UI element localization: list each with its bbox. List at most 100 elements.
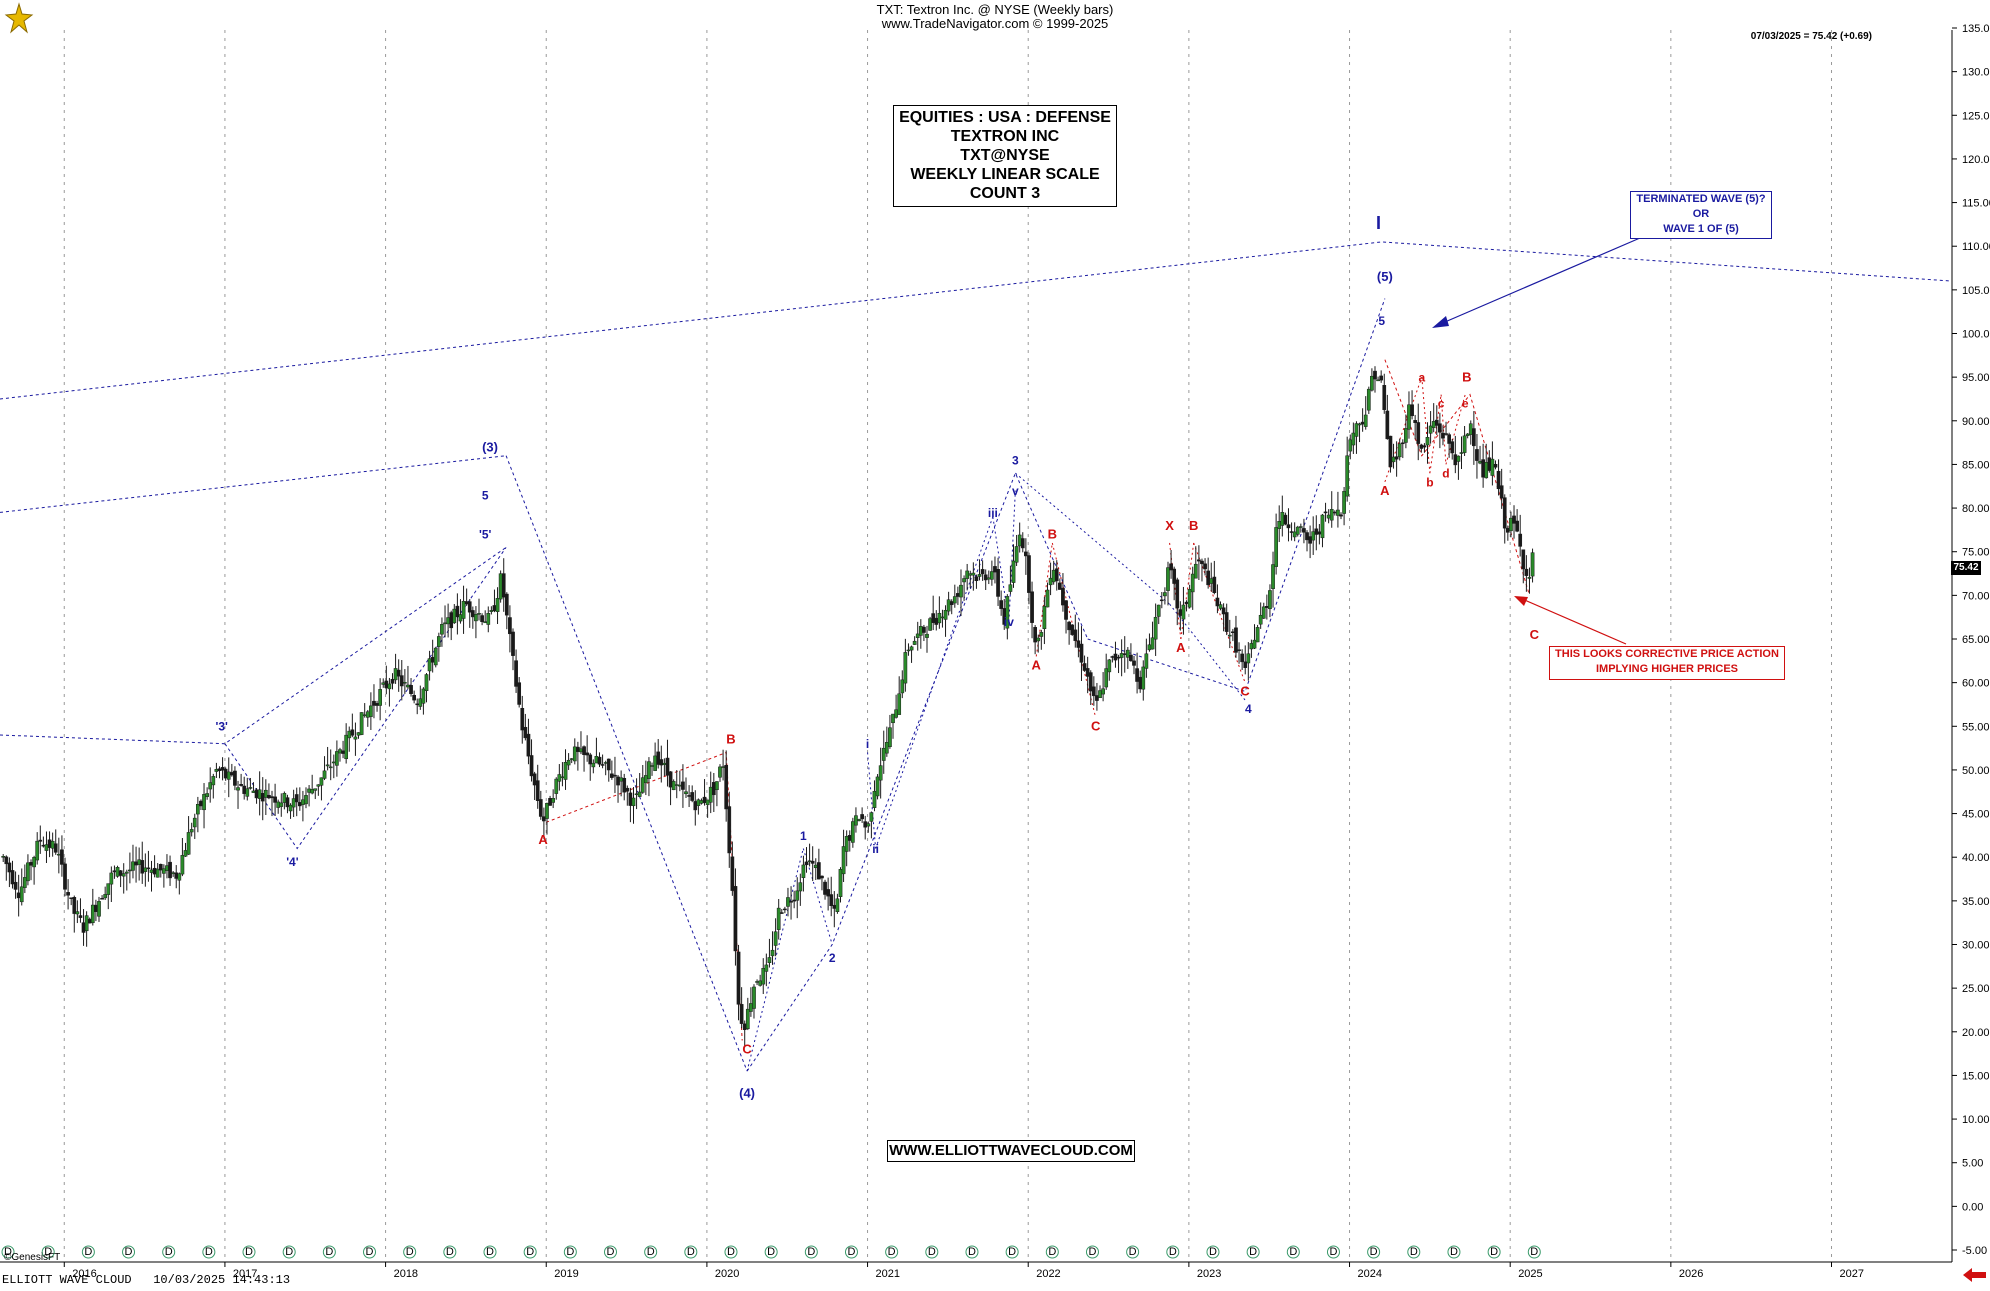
- candle-body: [650, 765, 654, 767]
- candle-body: [1141, 666, 1146, 690]
- candle-body: [97, 901, 101, 917]
- wave-label: 5: [1378, 314, 1385, 328]
- candle-body: [523, 726, 528, 739]
- annotation-red-line-1: THIS LOOKS CORRECTIVE PRICE ACTION: [1555, 648, 1779, 660]
- dividend-marker-icon: [724, 1245, 738, 1259]
- candle-body: [1113, 653, 1118, 661]
- candle-body: [1524, 568, 1529, 576]
- candle-body: [1342, 491, 1346, 514]
- candle-body: [248, 787, 253, 789]
- candle-body: [783, 908, 787, 911]
- trendline-5: [224, 547, 507, 850]
- candle-body: [1175, 579, 1180, 609]
- candle-body: [480, 615, 484, 622]
- candle-body: [483, 621, 488, 624]
- candle-body: [776, 907, 781, 930]
- candle-body: [461, 600, 466, 619]
- candle-body: [1024, 551, 1028, 557]
- y-tick-label: 65.00: [1962, 634, 1990, 646]
- candle-body: [980, 569, 985, 575]
- y-tick-label: 50.00: [1962, 765, 1990, 777]
- candle-body: [35, 840, 40, 861]
- candle-body: [1298, 526, 1303, 528]
- dividend-marker-icon: [1246, 1245, 1260, 1259]
- impulse-connector: [875, 516, 994, 849]
- dividend-marker-letter: D: [4, 1246, 12, 1258]
- candle-body: [906, 649, 911, 652]
- dividend-marker-icon: [322, 1245, 336, 1259]
- website-box: WWW.ELLIOTTWAVECLOUD.COM: [887, 1140, 1135, 1162]
- candle-body: [1243, 661, 1248, 668]
- dividend-marker-icon: [1326, 1245, 1340, 1259]
- candle-body: [749, 1003, 753, 1012]
- dividend-marker-letter: D: [1490, 1246, 1498, 1258]
- candle-body: [872, 791, 877, 808]
- candle-body: [1370, 375, 1374, 391]
- candle-body: [1190, 573, 1195, 593]
- candle-body: [1234, 627, 1238, 653]
- wave-label: a: [1418, 371, 1425, 385]
- candle-body: [504, 593, 509, 616]
- dividend-marker-letter: D: [285, 1246, 293, 1258]
- candle-body: [477, 613, 481, 615]
- candle-body: [884, 742, 889, 754]
- candle-body: [279, 802, 284, 807]
- trendline-4: [1087, 298, 1386, 693]
- candle-body: [427, 658, 432, 672]
- candle-body: [121, 873, 126, 877]
- candle-body: [186, 832, 191, 855]
- candle-body: [81, 922, 86, 933]
- candle-body: [335, 751, 339, 766]
- candle-body: [403, 682, 407, 684]
- candle-body: [1104, 668, 1109, 688]
- candle-body: [372, 700, 376, 706]
- candle-body: [888, 727, 892, 747]
- dividend-marker-letter: D: [1169, 1246, 1177, 1258]
- candle-body: [1206, 570, 1211, 586]
- candle-body: [779, 912, 784, 914]
- candle-body: [807, 860, 812, 862]
- candle-body: [174, 872, 179, 879]
- candle-body: [532, 773, 537, 786]
- candle-body: [387, 683, 392, 690]
- wave-label: I: [1376, 213, 1381, 233]
- candle-body: [183, 850, 188, 857]
- candle-body: [294, 794, 299, 803]
- y-tick-label: 90.00: [1962, 416, 1990, 428]
- candle-body: [1468, 423, 1473, 435]
- candle-body: [854, 815, 858, 826]
- candle-body: [378, 689, 382, 706]
- candle-body: [1444, 433, 1448, 435]
- candle-body: [968, 573, 973, 576]
- candle-body: [1209, 578, 1214, 584]
- y-tick-label: 70.00: [1962, 590, 1990, 602]
- y-tick-label: 95.00: [1962, 372, 1990, 384]
- scroll-arrow-icon[interactable]: [1963, 1267, 1986, 1283]
- candle-body: [866, 823, 871, 827]
- candle-body: [1231, 631, 1235, 633]
- candle-body: [1308, 536, 1312, 544]
- candle-body: [554, 778, 559, 794]
- candle-body: [1159, 599, 1164, 602]
- y-tick-label: 55.00: [1962, 721, 1990, 733]
- candlesticks: [1, 366, 1535, 1046]
- wave-label: (3): [482, 439, 498, 454]
- candle-body: [146, 867, 151, 870]
- candle-body: [1422, 445, 1427, 448]
- x-tick-label: 2024: [1358, 1268, 1382, 1280]
- candle-body: [7, 862, 12, 873]
- candle-body: [421, 688, 426, 704]
- y-tick-label: 0.00: [1962, 1201, 1983, 1213]
- candle-body: [1441, 432, 1445, 439]
- wave-label: 4: [1245, 702, 1252, 716]
- candle-body: [653, 755, 657, 771]
- candle-body: [1434, 419, 1439, 426]
- candle-body: [38, 839, 43, 842]
- candle-body: [1339, 514, 1343, 517]
- candle-body: [217, 768, 222, 772]
- wave-label: (5): [1377, 269, 1393, 284]
- candle-body: [986, 577, 991, 580]
- candle-body: [687, 795, 691, 797]
- dividend-marker-icon: [242, 1245, 256, 1259]
- dividend-marker-icon: [41, 1245, 55, 1259]
